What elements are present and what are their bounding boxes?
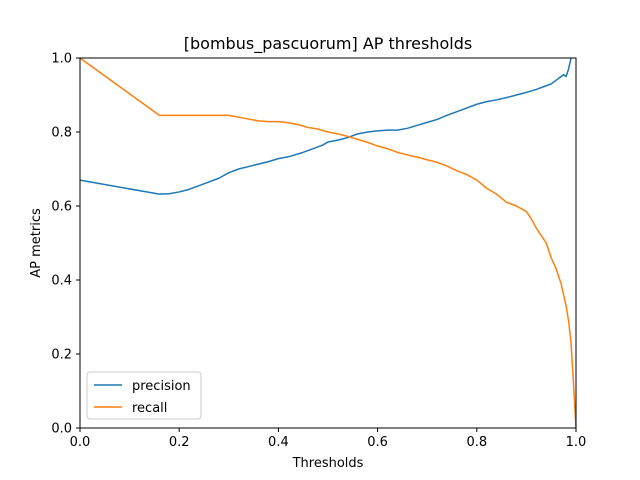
y-tick-label: 0.2	[51, 348, 72, 363]
y-axis-label: AP metrics	[29, 208, 44, 278]
x-tick-label: 0.6	[367, 435, 388, 450]
chart-title: [bombus_pascuorum] AP thresholds	[184, 34, 472, 54]
x-tick-label: 0.8	[466, 435, 487, 450]
x-tick-label: 1.0	[566, 435, 587, 450]
x-tick-label: 0.0	[70, 435, 91, 450]
legend-label-precision: precision	[132, 379, 191, 394]
y-tick-label: 0.0	[51, 422, 72, 437]
x-axis-label: Thresholds	[292, 456, 364, 471]
y-tick-label: 1.0	[51, 52, 72, 67]
x-axis-ticks: 0.0 0.2 0.4 0.6 0.8 1.0	[70, 428, 587, 450]
series-line-recall	[79, 57, 577, 429]
x-tick-label: 0.4	[268, 435, 289, 450]
y-tick-label: 0.6	[51, 200, 72, 215]
series-layer	[79, 57, 577, 429]
legend-label-recall: recall	[132, 401, 167, 416]
legend: precision recall	[86, 371, 202, 420]
plot-area	[79, 57, 577, 429]
x-tick-label: 0.2	[169, 435, 190, 450]
plot-frame	[79, 57, 577, 429]
y-tick-label: 0.4	[51, 274, 72, 289]
y-axis-ticks: 0.0 0.2 0.4 0.6 0.8 1.0	[51, 52, 80, 437]
y-tick-label: 0.8	[51, 126, 72, 141]
series-line-precision	[79, 57, 572, 195]
